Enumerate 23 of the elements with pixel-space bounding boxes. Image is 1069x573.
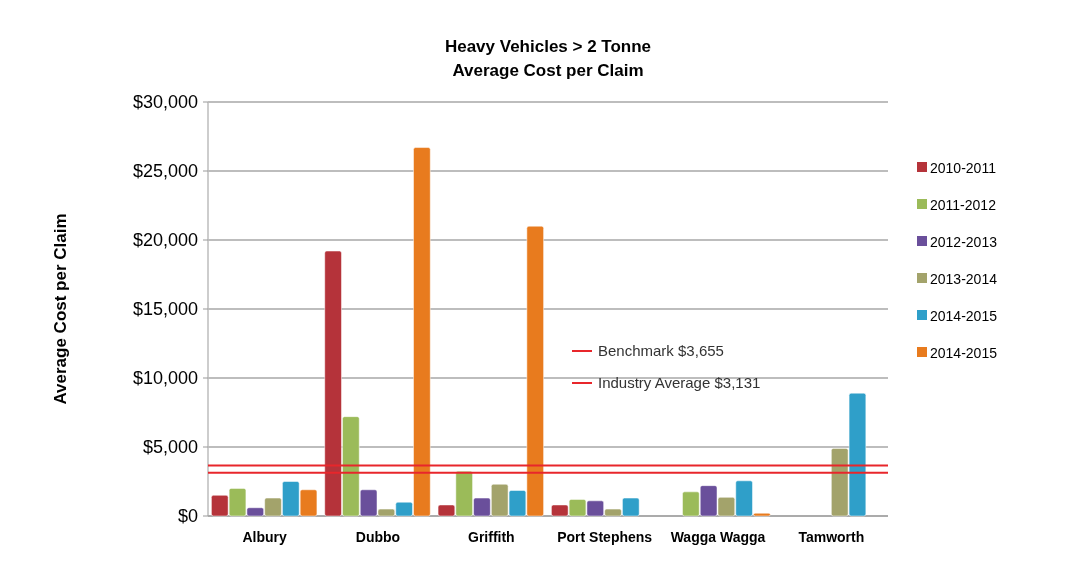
x-tick-label: Port Stephens — [557, 529, 653, 545]
legend-label: Benchmark $3,655 — [598, 342, 724, 359]
y-tick-label: $10,000 — [132, 368, 198, 389]
legend-label: 2014-2015 — [930, 344, 998, 361]
x-tick-label: Wagga Wagga — [670, 529, 766, 545]
y-tick-label: $30,000 — [132, 92, 198, 113]
x-tick-label: Griffith — [468, 529, 515, 545]
y-tick-label: $25,000 — [132, 161, 198, 182]
legend-label: 2011-2012 — [930, 196, 997, 213]
y-tick-label: $0 — [177, 506, 198, 527]
y-axis-title: Average Cost per Claim — [51, 213, 70, 405]
x-tick-label: Albury — [242, 529, 288, 545]
x-tick-label: Tamworth — [798, 529, 865, 545]
x-tick-label: Dubbo — [355, 529, 401, 545]
y-tick-label: $5,000 — [142, 437, 198, 458]
chart-title: Heavy Vehicles > 2 Tonne Average Cost per Claim — [444, 37, 652, 80]
legend-label: Industry Average $3,131 — [598, 374, 761, 391]
legend-label: 2012-2013 — [930, 233, 998, 250]
legend-label: 2014-2015 — [930, 307, 998, 324]
y-tick-label: $15,000 — [132, 299, 198, 320]
y-tick-label: $20,000 — [132, 230, 198, 251]
legend-label: 2013-2014 — [930, 270, 998, 287]
legend-label: 2010-2011 — [930, 159, 997, 176]
